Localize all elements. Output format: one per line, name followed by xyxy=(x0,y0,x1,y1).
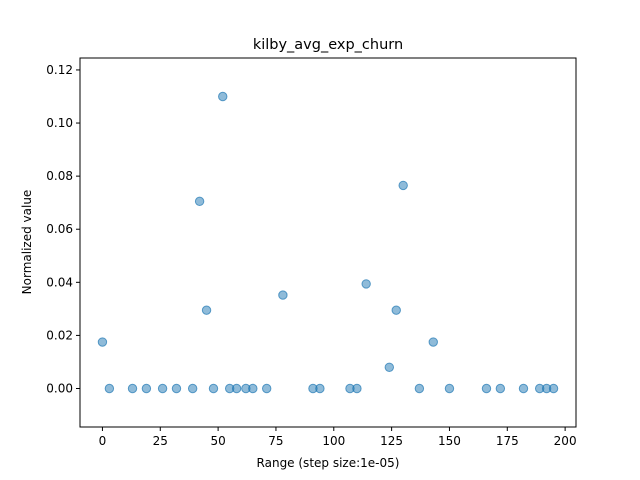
scatter-point xyxy=(104,383,115,394)
y-tick-label: 0.12 xyxy=(46,63,73,77)
scatter-point xyxy=(248,383,258,394)
y-tick-label: 0.04 xyxy=(46,275,73,289)
scatter-point xyxy=(444,383,455,394)
scatter-point xyxy=(548,383,559,394)
scatter-point xyxy=(352,383,362,394)
scatter-point xyxy=(391,305,401,315)
scatter-point xyxy=(141,383,152,394)
x-tick-label: 0 xyxy=(99,434,107,448)
scatter-point xyxy=(97,337,108,347)
x-tick-label: 200 xyxy=(554,434,577,448)
plot-frame xyxy=(79,57,577,428)
scatter-point xyxy=(398,180,408,191)
y-tick-label: 0.10 xyxy=(46,116,73,130)
y-tick-label: 0.08 xyxy=(46,169,73,183)
scatter-point xyxy=(157,383,168,394)
y-tick-label: 0.06 xyxy=(46,222,73,236)
scatter-point xyxy=(208,383,219,394)
x-tick-label: 175 xyxy=(496,434,519,448)
x-axis-label: Range (step size:1e-05) xyxy=(257,456,400,470)
scatter-point xyxy=(384,362,395,372)
x-tick-label: 125 xyxy=(380,434,403,448)
scatter-point xyxy=(428,337,438,347)
scatter-point xyxy=(414,383,425,394)
scatter-point xyxy=(171,383,182,394)
x-tick-label: 75 xyxy=(268,434,283,448)
x-tick-label: 25 xyxy=(153,434,168,448)
scatter-point xyxy=(518,383,529,394)
scatter-point xyxy=(201,305,212,315)
scatter-point xyxy=(261,383,272,394)
scatter-point xyxy=(481,383,492,394)
x-tick-label: 150 xyxy=(438,434,461,448)
scatter-point xyxy=(315,383,325,394)
scatter-point xyxy=(495,383,506,394)
scatter-point xyxy=(194,196,205,207)
scatter-point xyxy=(231,383,242,394)
chart-title: kilby_avg_exp_churn xyxy=(253,37,403,53)
scatter-point xyxy=(278,290,288,300)
scatter-point xyxy=(361,279,371,289)
x-tick-label: 100 xyxy=(322,434,345,448)
y-tick-label: 0.02 xyxy=(46,328,73,342)
scatter-point xyxy=(187,383,198,394)
y-axis: 0.00 0.02 0.04 0.06 0.08 0.10 0.12 xyxy=(46,63,80,396)
scatter-point xyxy=(218,91,228,102)
y-tick-label: 0.00 xyxy=(46,382,73,396)
y-axis-label: Normalized value xyxy=(20,190,34,295)
scatter-point xyxy=(127,383,138,394)
data-points xyxy=(97,91,559,394)
x-tick-label: 50 xyxy=(210,434,225,448)
x-axis: 0 25 50 75 100 125 150 175 200 xyxy=(99,427,577,448)
